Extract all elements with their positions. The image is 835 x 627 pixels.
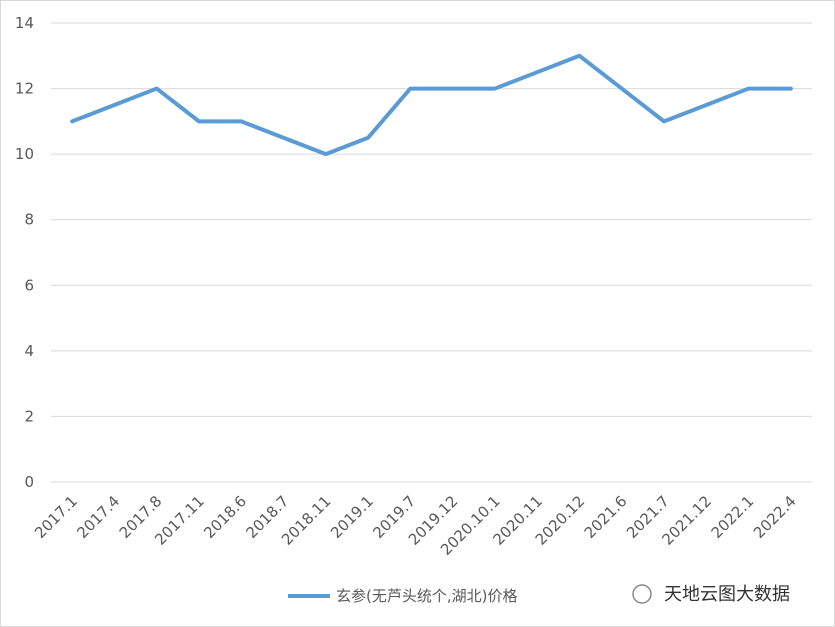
y-tick-label: 2: [24, 407, 34, 425]
line-series: [70, 53, 793, 157]
y-tick-label: 4: [24, 342, 34, 360]
y-tick-label: 0: [24, 473, 34, 491]
y-tick-label: 6: [24, 276, 34, 294]
watermark: 天地云图大数据: [632, 584, 790, 605]
watermark-icon: [632, 584, 652, 604]
legend-label: 玄参(无芦头统个,湖北)价格: [336, 587, 517, 605]
y-tick-label: 10: [15, 145, 34, 163]
watermark-text: 天地云图大数据: [664, 584, 790, 605]
y-tick-label: 14: [15, 14, 34, 32]
y-tick-label: 8: [24, 211, 34, 229]
y-tick-label: 12: [15, 80, 34, 98]
